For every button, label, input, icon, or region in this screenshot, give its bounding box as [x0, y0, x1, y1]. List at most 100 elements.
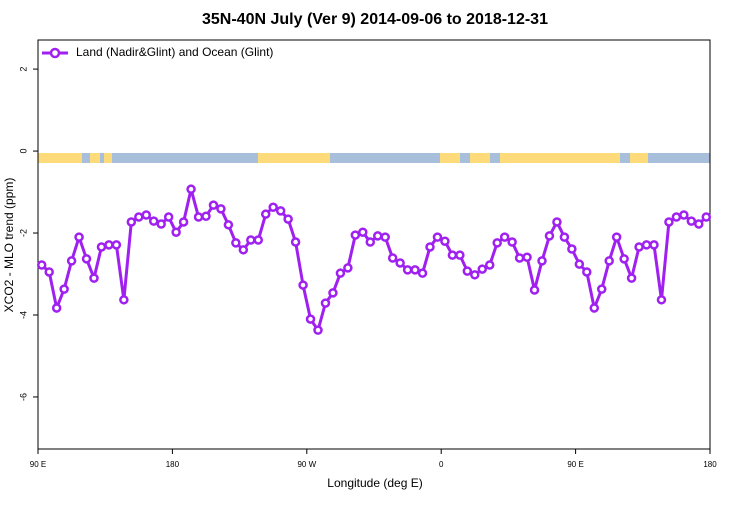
point	[440, 236, 450, 246]
point	[537, 256, 547, 266]
x-tick-label: 90 E	[30, 460, 46, 469]
point	[596, 284, 607, 294]
point	[163, 212, 174, 222]
point	[417, 268, 428, 278]
point	[201, 211, 211, 221]
point	[462, 266, 473, 276]
point	[499, 232, 510, 242]
point	[141, 210, 152, 220]
point	[328, 288, 338, 298]
point	[59, 284, 69, 294]
point	[104, 240, 114, 250]
point	[134, 212, 144, 222]
point	[365, 237, 376, 247]
point	[567, 244, 577, 254]
legend-label: Land (Nadir&Glint) and Ocean (Glint)	[76, 45, 273, 59]
y-tick-label: -2	[18, 229, 28, 237]
point	[626, 273, 637, 283]
point	[656, 295, 667, 305]
point	[529, 285, 540, 295]
point	[193, 212, 204, 222]
point	[305, 314, 316, 324]
point	[492, 238, 502, 248]
point	[89, 273, 99, 283]
point	[619, 254, 629, 264]
point	[268, 202, 278, 212]
point	[74, 232, 84, 242]
point	[223, 220, 234, 230]
point	[171, 227, 181, 237]
point	[641, 240, 652, 250]
point	[410, 265, 420, 275]
point	[216, 204, 226, 214]
chart-title: 35N-40N July (Ver 9) 2014-09-06 to 2018-…	[202, 11, 548, 28]
point	[186, 184, 196, 194]
point	[208, 200, 219, 210]
y-tick-label: -4	[18, 311, 28, 319]
y-tick-label: 0	[18, 149, 28, 154]
point	[178, 217, 189, 227]
point	[552, 217, 562, 227]
point	[447, 250, 458, 260]
point	[96, 242, 107, 252]
point	[395, 258, 405, 268]
x-tick-label: 180	[166, 460, 180, 469]
point	[148, 216, 159, 226]
y-tick-label: 2	[18, 67, 28, 72]
point	[335, 268, 346, 278]
point	[343, 263, 353, 273]
point	[380, 232, 390, 242]
point	[111, 240, 122, 250]
point	[387, 253, 398, 263]
point	[402, 265, 413, 275]
point	[36, 260, 47, 270]
point	[260, 209, 271, 219]
point	[313, 325, 323, 335]
point	[671, 212, 682, 222]
legend-marker	[49, 47, 61, 59]
point	[582, 267, 592, 277]
point	[649, 240, 659, 250]
point	[559, 232, 570, 242]
point	[81, 254, 92, 264]
point	[634, 242, 644, 252]
point	[514, 253, 525, 263]
point	[253, 235, 264, 245]
point	[432, 232, 443, 242]
point	[544, 231, 555, 241]
point	[522, 252, 532, 262]
point	[664, 217, 674, 227]
point	[283, 214, 293, 224]
point	[275, 206, 286, 216]
point	[126, 217, 137, 227]
point	[290, 237, 301, 247]
y-tick-label: -6	[18, 393, 28, 401]
point	[694, 219, 704, 229]
x-tick-label: 0	[439, 460, 444, 469]
x-axis-label: Longitude (deg E)	[327, 476, 422, 490]
point	[477, 264, 488, 274]
point	[611, 232, 622, 242]
point	[298, 280, 308, 290]
plot-frame	[37, 39, 711, 450]
point	[604, 256, 614, 266]
point	[484, 260, 495, 270]
point	[425, 242, 435, 252]
land-ocean-band	[38, 153, 710, 163]
point	[455, 250, 465, 260]
point	[507, 237, 517, 247]
point	[350, 230, 361, 240]
point	[66, 256, 77, 266]
point	[119, 295, 129, 305]
point	[372, 231, 383, 241]
x-tick-label: 180	[703, 460, 717, 469]
point	[246, 235, 256, 245]
point	[701, 212, 712, 222]
point	[679, 210, 689, 220]
x-tick-label: 90 W	[297, 460, 316, 469]
x-tick-label: 90 E	[567, 460, 583, 469]
point	[589, 303, 600, 313]
point	[44, 267, 54, 277]
point	[358, 227, 368, 237]
